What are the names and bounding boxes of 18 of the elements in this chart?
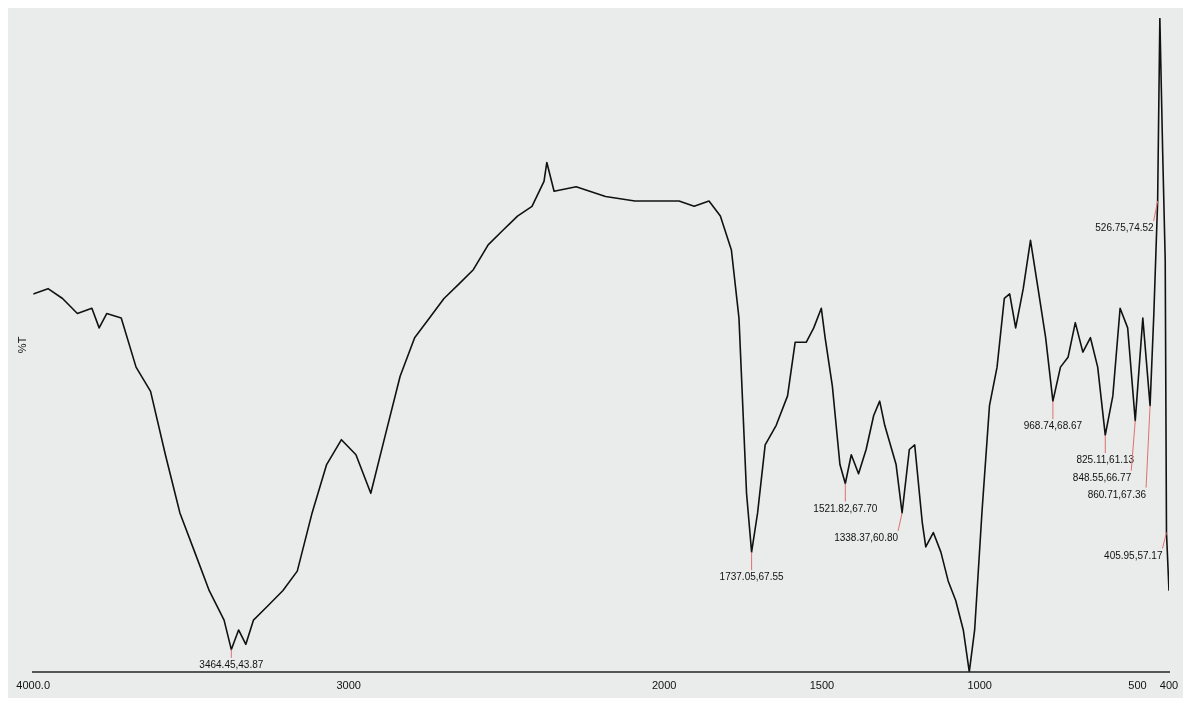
annotation: 405.95,57.17 (1104, 549, 1163, 561)
annotation: 1338.37,60.80 (834, 531, 899, 543)
x-tick-label: 1500 (809, 679, 835, 692)
x-tick-label: 1000 (967, 679, 992, 692)
x-tick-label: 4000.0 (16, 679, 51, 692)
annotation: 1737.05,67.55 (719, 571, 785, 583)
annotation: 526.75,74.52 (1095, 222, 1155, 234)
annotation: 1521.82,67.70 (813, 502, 878, 514)
annotation: 848.55,66.77 (1072, 471, 1132, 483)
y-axis-title: %T (15, 336, 28, 354)
annotation: 860.71,67.36 (1087, 488, 1147, 500)
x-tick-label: 2000 (651, 679, 677, 692)
x-tick-label: 500 (1128, 679, 1147, 692)
annotation: 3464.45,43.87 (199, 658, 264, 670)
annotation: 968.74,68.67 (1023, 420, 1083, 432)
annotation: 825.11,61.13 (1076, 454, 1135, 466)
x-tick-label: 400 (1159, 679, 1179, 692)
x-tick-label: 3000 (336, 679, 361, 692)
